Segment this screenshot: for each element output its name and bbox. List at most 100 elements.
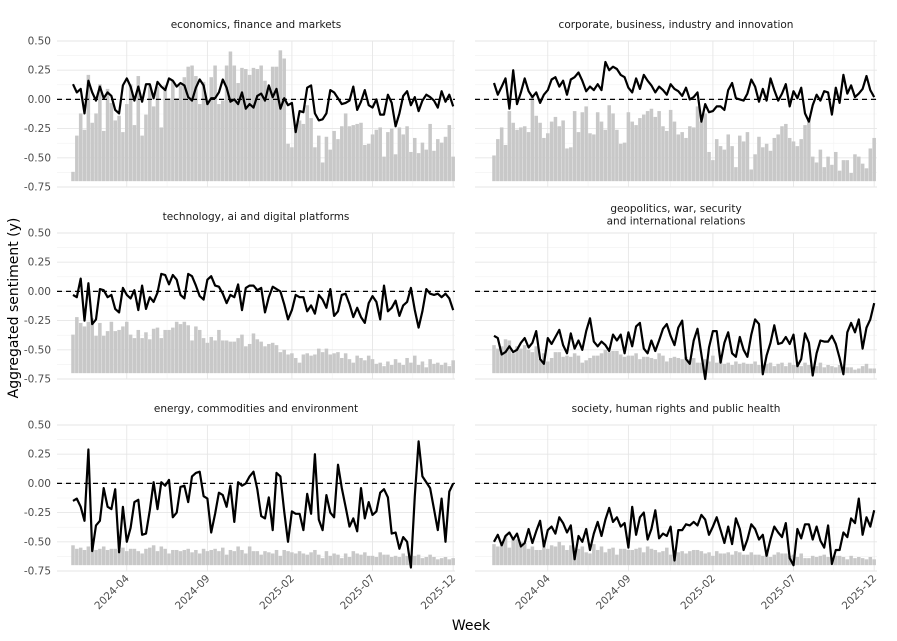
- volume-bar: [366, 555, 371, 566]
- volume-bar: [695, 106, 700, 182]
- volume-bar: [565, 355, 569, 374]
- volume-bar: [355, 553, 359, 566]
- volume-bar: [665, 361, 669, 374]
- volume-bar: [833, 151, 838, 182]
- volume-bar: [684, 137, 688, 182]
- volume-bar: [503, 535, 508, 566]
- facet-title: geopolitics, war, security and internatio…: [607, 203, 746, 228]
- volume-bar: [151, 328, 156, 374]
- volume-bar: [217, 329, 221, 374]
- volume-bar: [749, 169, 754, 182]
- volume-bar: [282, 549, 286, 566]
- volume-bar: [503, 144, 508, 182]
- volume-bar: [530, 546, 535, 566]
- facet-title-line: geopolitics, war, security: [610, 203, 741, 215]
- y-tick-label: 0.00: [28, 286, 51, 298]
- volume-bar: [565, 549, 569, 566]
- volume-bar: [182, 549, 187, 566]
- volume-bar: [109, 321, 114, 374]
- volume-bar: [768, 150, 773, 182]
- volume-bar: [228, 341, 233, 374]
- volume-bar: [94, 549, 98, 566]
- volume-bar: [240, 67, 244, 182]
- volume-bar: [864, 559, 869, 566]
- volume-bar: [807, 364, 811, 374]
- volume-bar: [101, 546, 106, 566]
- volume-bar: [599, 546, 604, 566]
- volume-bar: [267, 552, 271, 566]
- volume-bar: [412, 355, 417, 374]
- volume-bar: [370, 134, 375, 182]
- volume-bar: [526, 548, 531, 566]
- volume-bar: [784, 123, 788, 182]
- volume-bar: [576, 548, 581, 566]
- volume-bar: [432, 556, 436, 566]
- volume-bar: [822, 367, 827, 374]
- volume-bar: [688, 359, 692, 374]
- volume-bar: [382, 156, 386, 182]
- x-tick-label: 2025-07: [338, 573, 378, 613]
- volume-bar: [148, 85, 152, 182]
- y-tick-label: 0.25: [28, 65, 51, 77]
- volume-bar: [634, 125, 638, 182]
- volume-bar: [424, 149, 429, 182]
- volume-bar: [340, 558, 344, 566]
- volume-bar: [128, 334, 133, 374]
- volume-bar: [182, 77, 187, 182]
- volume-bar: [282, 58, 286, 182]
- y-tick-label: 0.50: [28, 228, 51, 240]
- volume-bar: [244, 69, 248, 182]
- facet-panel: geopolitics, war, security and internatio…: [475, 203, 877, 381]
- volume-bar: [833, 555, 838, 566]
- volume-bar: [622, 142, 627, 182]
- x-axis-title: Week: [452, 618, 491, 634]
- volume-bar: [657, 111, 661, 182]
- volume-bar: [270, 553, 275, 566]
- volume-bar: [810, 156, 815, 182]
- volume-bar: [776, 134, 780, 182]
- volume-bar: [711, 160, 715, 182]
- volume-bar: [313, 549, 317, 566]
- volume-bar: [78, 547, 83, 566]
- volume-bar: [764, 553, 769, 566]
- volume-bar: [757, 364, 761, 374]
- volume-bar: [332, 353, 336, 374]
- volume-bar: [297, 120, 302, 182]
- volume-bar: [213, 340, 217, 374]
- volume-bar: [374, 129, 379, 182]
- y-tick-label: 0.00: [28, 94, 51, 106]
- x-tick-label: 2024-09: [594, 573, 634, 613]
- x-tick-label: 2025-12: [419, 573, 459, 613]
- volume-bar: [401, 364, 406, 374]
- volume-bar: [557, 352, 562, 374]
- volume-bar: [734, 361, 738, 374]
- volume-bar: [653, 116, 658, 182]
- volume-bar: [680, 359, 684, 374]
- volume-bar: [124, 321, 129, 374]
- volume-bar: [232, 341, 237, 374]
- volume-bar: [868, 148, 873, 182]
- volume-bar: [343, 353, 348, 374]
- volume-bar: [595, 549, 600, 566]
- volume-bar: [140, 338, 144, 374]
- volume-bar: [428, 554, 432, 566]
- volume-bar: [492, 544, 496, 566]
- volume-bar: [580, 546, 585, 566]
- volume-bar: [263, 551, 267, 566]
- volume-bar: [592, 544, 596, 566]
- volume-bar: [599, 121, 604, 182]
- volume-bar: [618, 548, 623, 566]
- volume-bar: [791, 364, 796, 374]
- volume-bar: [830, 164, 834, 182]
- volume-bar: [436, 362, 440, 374]
- sentiment-line: [493, 302, 876, 381]
- x-tick-label: 2025-02: [678, 573, 718, 613]
- volume-bar: [144, 114, 148, 182]
- volume-bar: [190, 340, 194, 374]
- volume-bar: [538, 359, 542, 374]
- volume-bar: [213, 548, 217, 566]
- volume-bar: [496, 348, 500, 374]
- volume-bar: [416, 554, 421, 566]
- volume-bar: [428, 359, 432, 374]
- volume-bar: [684, 356, 688, 374]
